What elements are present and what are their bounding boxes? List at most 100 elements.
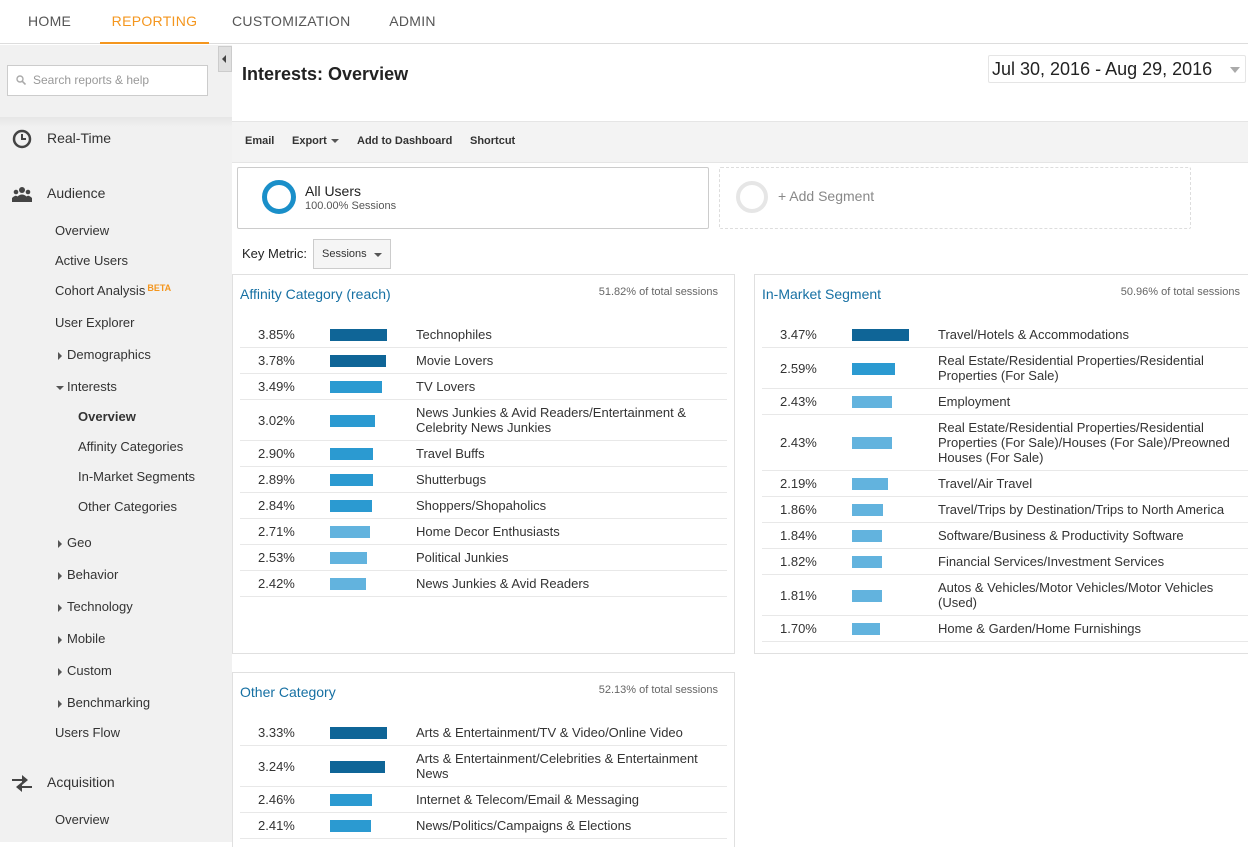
add-to-dashboard-button[interactable]: Add to Dashboard [357,135,453,147]
row-label[interactable]: Home Decor Enthusiasts [416,523,560,539]
nav-admin[interactable]: ADMIN [389,13,436,29]
sidebar-item-interests-overview[interactable]: Overview [78,409,136,424]
sidebar-item-interests[interactable]: Interests [56,379,117,394]
row-label[interactable]: Travel/Trips by Destination/Trips to Nor… [938,501,1225,517]
expand-arrow-icon [58,635,62,644]
key-metric-value: Sessions [322,248,367,260]
table-row[interactable]: 1.86% Travel/Trips by Destination/Trips t… [762,497,1248,523]
table-row[interactable]: 2.46% Internet & Telecom/Email & Messagin… [240,787,727,813]
row-label[interactable]: Travel Buffs [416,445,485,461]
table-row[interactable]: 3.49% TV Lovers [240,374,727,400]
segment-all-users[interactable]: All Users 100.00% Sessions [237,167,709,229]
top-nav: HOME REPORTING CUSTOMIZATION ADMIN [0,0,1248,44]
search-input[interactable]: Search reports & help [7,65,208,96]
sidebar-item-benchmarking[interactable]: Benchmarking [58,695,150,710]
row-label[interactable]: Movie Lovers [416,352,494,368]
sidebar-item-demographics[interactable]: Demographics [58,347,151,362]
export-button[interactable]: Export [292,135,339,147]
row-label[interactable]: News Junkies & Avid Readers [416,575,590,591]
row-label[interactable]: Employment [938,393,1011,409]
sidebar-item-users-flow[interactable]: Users Flow [55,725,121,740]
sidebar-item-mobile[interactable]: Mobile [58,631,105,646]
row-label[interactable]: Autos & Vehicles/Motor Vehicles/Motor Ve… [938,579,1214,610]
nav-home[interactable]: HOME [28,13,72,29]
table-row[interactable]: 3.02% News Junkies & Avid Readers/Enterta… [240,400,727,441]
row-value: 3.85% [258,327,295,342]
row-label[interactable]: News Junkies & Avid Readers/Entertainmen… [416,404,687,435]
sidebar-item-behavior[interactable]: Behavior [58,567,118,582]
row-label[interactable]: Real Estate/Residential Properties/Resid… [938,352,1204,383]
row-bar [330,820,371,832]
row-label[interactable]: TV Lovers [416,378,476,394]
row-label[interactable]: Real Estate/Residential Properties/Resid… [938,419,1230,465]
geo-label: Geo [67,535,92,550]
row-label[interactable]: Arts & Entertainment/TV & Video/Online V… [416,724,683,740]
in-market-panel-title[interactable]: In-Market Segment [762,286,882,302]
row-label[interactable]: Political Junkies [416,549,509,565]
nav-reporting[interactable]: REPORTING [100,0,209,44]
row-label[interactable]: Arts & Entertainment/Celebrities & Enter… [416,750,698,781]
table-row[interactable]: 2.59% Real Estate/Residential Properties/… [762,348,1248,389]
table-row[interactable]: 2.42% News Junkies & Avid Readers [240,571,727,597]
table-row[interactable]: 2.90% Travel Buffs [240,441,727,467]
table-row[interactable]: 2.84% Shoppers/Shopaholics [240,493,727,519]
sidebar-audience[interactable]: Audience [0,179,232,209]
row-label[interactable]: Shutterbugs [416,471,487,487]
sidebar-item-affinity-categories[interactable]: Affinity Categories [78,439,184,454]
row-label[interactable]: Home & Garden/Home Furnishings [938,620,1142,636]
sidebar-realtime[interactable]: Real-Time [0,124,232,154]
row-value: 2.43% [780,435,817,450]
row-label[interactable]: Travel/Air Travel [938,475,1033,491]
table-row[interactable]: 1.70% Home & Garden/Home Furnishings [762,616,1248,642]
sidebar-item-custom[interactable]: Custom [58,663,112,678]
row-label[interactable]: Internet & Telecom/Email & Messaging [416,791,640,807]
table-row[interactable]: 1.84% Software/Business & Productivity So… [762,523,1248,549]
row-label[interactable]: News/Politics/Campaigns & Elections [416,817,632,833]
empty-segment-ring-icon [736,181,768,213]
table-row[interactable]: 2.43% Real Estate/Residential Properties/… [762,415,1248,471]
sidebar-item-cohort-analysis[interactable]: Cohort Analysis BETA [55,283,171,298]
table-row[interactable]: 2.43% Employment [762,389,1248,415]
sidebar-item-geo[interactable]: Geo [58,535,92,550]
sidebar-acquisition[interactable]: Acquisition [0,768,232,798]
table-row[interactable]: 1.82% Financial Services/Investment Servi… [762,549,1248,575]
date-range-picker[interactable]: Jul 30, 2016 - Aug 29, 2016 [988,55,1246,83]
table-row[interactable]: 2.19% Travel/Air Travel [762,471,1248,497]
table-row[interactable]: 2.53% Political Junkies [240,545,727,571]
table-row[interactable]: 3.78% Movie Lovers [240,348,727,374]
row-bar [330,414,375,427]
shortcut-button[interactable]: Shortcut [470,135,516,147]
table-row[interactable]: 1.81% Autos & Vehicles/Motor Vehicles/Mot… [762,575,1248,616]
row-value: 1.82% [780,554,817,569]
row-label[interactable]: Travel/Hotels & Accommodations [938,326,1129,342]
sidebar-collapse-button[interactable] [218,46,232,72]
nav-customization[interactable]: CUSTOMIZATION [232,13,351,29]
email-button[interactable]: Email [245,135,275,147]
sidebar-item-active-users[interactable]: Active Users [55,253,128,268]
row-value: 2.59% [780,360,817,376]
row-label[interactable]: Shoppers/Shopaholics [416,497,547,513]
sidebar-item-in-market-segments[interactable]: In-Market Segments [78,469,196,484]
table-row[interactable]: 2.89% Shutterbugs [240,467,727,493]
sidebar-realtime-label: Real-Time [47,130,112,146]
table-row[interactable]: 3.47% Travel/Hotels & Accommodations [762,322,1248,348]
row-label[interactable]: Technophiles [416,326,492,342]
table-row[interactable]: 2.71% Home Decor Enthusiasts [240,519,727,545]
table-row[interactable]: 3.24% Arts & Entertainment/Celebrities & … [240,746,727,787]
table-row[interactable]: 2.41% News/Politics/Campaigns & Elections [240,813,727,839]
sidebar-item-overview[interactable]: Overview [55,223,110,238]
row-bar [330,500,372,512]
sidebar-item-acquisition-overview[interactable]: Overview [55,812,110,827]
affinity-panel-title[interactable]: Affinity Category (reach) [240,286,391,302]
row-label[interactable]: Financial Services/Investment Services [938,553,1165,569]
other-panel-title[interactable]: Other Category [240,684,336,700]
table-row[interactable]: 3.85% Technophiles [240,322,727,348]
sidebar-item-other-categories[interactable]: Other Categories [78,499,177,514]
sidebar-item-user-explorer[interactable]: User Explorer [55,315,135,330]
key-metric-select[interactable]: Sessions [313,239,391,269]
table-row[interactable]: 3.33% Arts & Entertainment/TV & Video/Onl… [240,720,727,746]
row-label[interactable]: Software/Business & Productivity Softwar… [938,527,1184,543]
add-segment-button[interactable]: + Add Segment [719,167,1191,229]
collapse-arrow-icon [56,385,64,390]
sidebar-item-technology[interactable]: Technology [58,599,133,614]
